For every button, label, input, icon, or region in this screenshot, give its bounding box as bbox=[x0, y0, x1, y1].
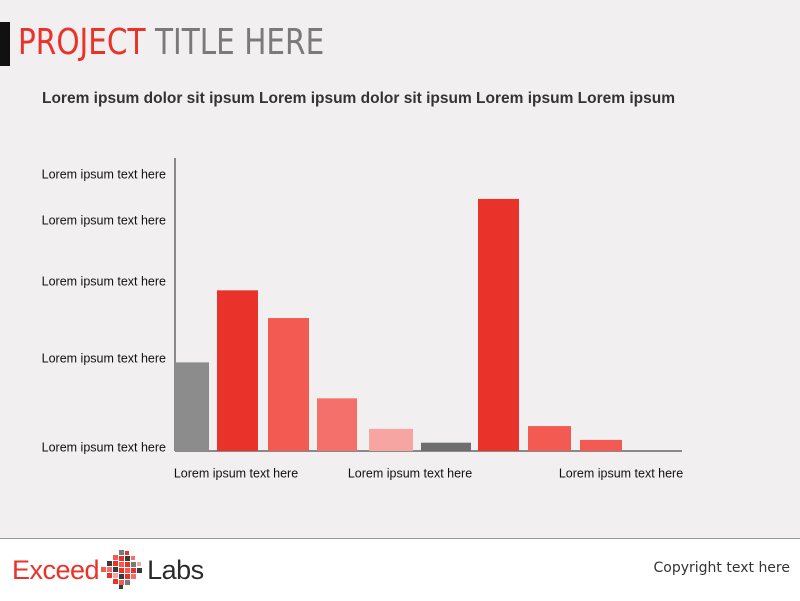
bar-2 bbox=[217, 290, 258, 451]
footer: Exceed bbox=[0, 538, 800, 601]
y-tick-label-5: Lorem ipsum text here bbox=[42, 440, 166, 454]
bar-9 bbox=[580, 439, 622, 451]
bar-4 bbox=[317, 398, 357, 451]
logo-text-labs: Labs bbox=[147, 555, 204, 585]
page-subtitle: Lorem ipsum dolor sit ipsum Lorem ipsum … bbox=[42, 90, 675, 107]
bar-7 bbox=[478, 198, 519, 451]
page-title: PROJECT TITLE HERE bbox=[18, 20, 324, 66]
x-tick-label-1: Lorem ipsum text here bbox=[174, 466, 298, 480]
bar-5 bbox=[369, 428, 413, 451]
bar-chart: Lorem ipsum text here Lorem ipsum text he… bbox=[42, 158, 683, 480]
bar-8 bbox=[528, 426, 571, 451]
y-tick-label-1: Lorem ipsum text here bbox=[42, 167, 166, 181]
copyright-text: Copyright text here bbox=[653, 560, 791, 576]
bars-group bbox=[175, 198, 622, 451]
y-tick-label-3: Lorem ipsum text here bbox=[42, 274, 166, 288]
title-accent-bar bbox=[0, 22, 10, 66]
title-rest: TITLE HERE bbox=[154, 22, 325, 63]
y-tick-label-2: Lorem ipsum text here bbox=[42, 213, 166, 227]
bar-6 bbox=[421, 442, 471, 451]
title-project: PROJECT bbox=[18, 22, 146, 63]
y-tick-labels: Lorem ipsum text here Lorem ipsum text he… bbox=[42, 167, 166, 454]
x-tick-labels: Lorem ipsum text here Lorem ipsum text he… bbox=[174, 466, 683, 480]
y-tick-label-4: Lorem ipsum text here bbox=[42, 351, 166, 365]
logo-mosaic-icon bbox=[101, 550, 143, 589]
exceedlabs-logo: Exceed bbox=[12, 550, 204, 589]
bar-1 bbox=[175, 362, 209, 451]
x-tick-label-2: Lorem ipsum text here bbox=[348, 466, 472, 480]
logo-text-exceed: Exceed bbox=[12, 555, 100, 585]
bar-3 bbox=[268, 318, 309, 451]
x-tick-label-3: Lorem ipsum text here bbox=[559, 466, 683, 480]
